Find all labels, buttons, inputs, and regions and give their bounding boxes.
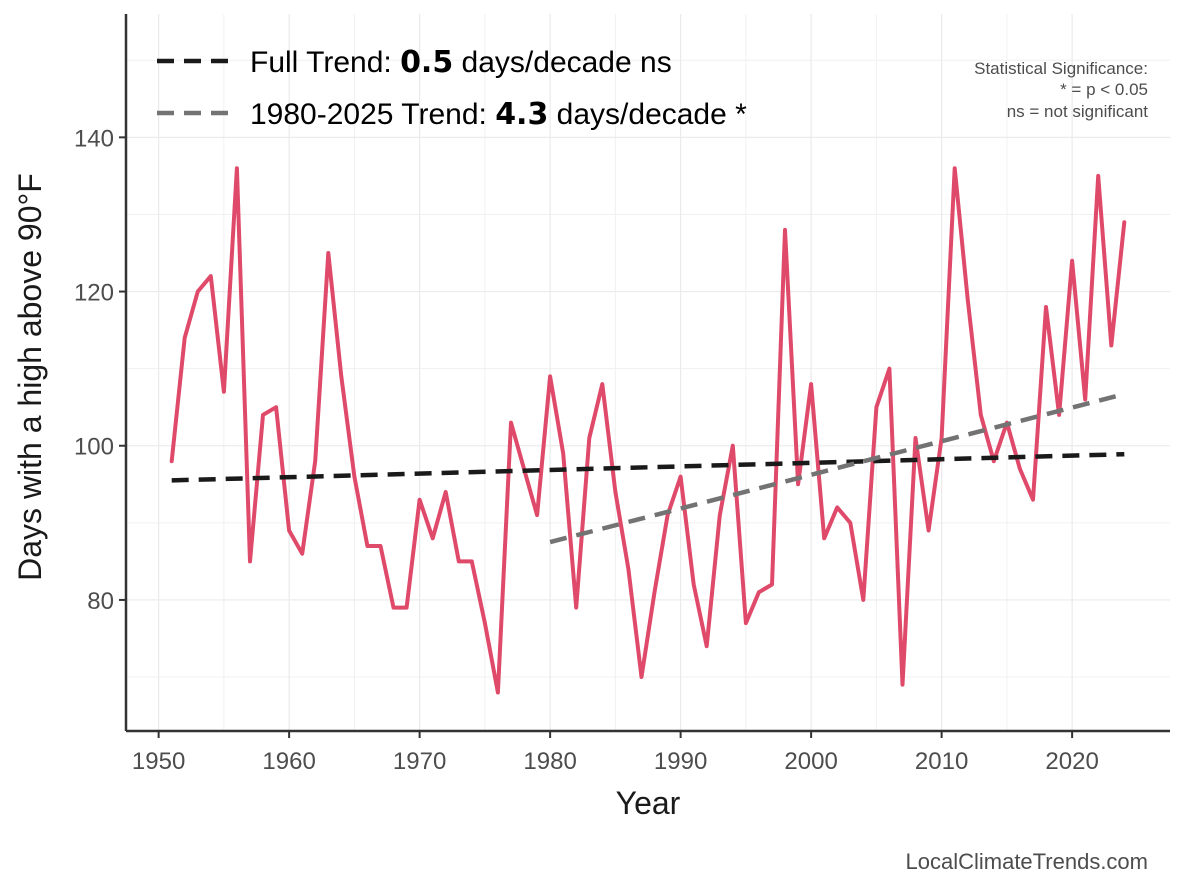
y-tick-label: 80 — [87, 588, 114, 615]
x-tick-label: 1950 — [132, 748, 185, 775]
x-ticks: 1950 1960 1970 1980 1990 2000 2010 2020 — [132, 731, 1099, 775]
x-tick-label: 2020 — [1045, 748, 1098, 775]
credit: LocalClimateTrends.com — [906, 849, 1149, 874]
series-line-full-trend — [171, 451, 1125, 483]
y-tick-label: 140 — [74, 125, 114, 152]
x-tick-label: 1990 — [654, 748, 707, 775]
significance-note: Statistical Significance: * = p < 0.05 n… — [974, 59, 1148, 121]
x-tick-label: 2010 — [915, 748, 968, 775]
x-tick-label: 1960 — [262, 748, 315, 775]
x-tick-label: 2000 — [784, 748, 837, 775]
legend-label-1980-trend: 1980-2025 Trend: 4.3 days/decade * — [250, 97, 747, 132]
legend-label-full-trend: Full Trend: 0.5 days/decade ns — [250, 45, 672, 80]
axes — [124, 14, 1170, 733]
significance-title: Statistical Significance: — [974, 59, 1148, 78]
significance-line-p: * = p < 0.05 — [1060, 80, 1148, 99]
y-tick-label: 100 — [74, 434, 114, 461]
plot-series — [169, 166, 1127, 695]
y-tick-label: 120 — [74, 280, 114, 307]
x-axis-title: Year — [616, 785, 681, 821]
grid — [126, 14, 1170, 731]
x-tick-label: 1980 — [523, 748, 576, 775]
y-ticks: 80 100 120 140 — [74, 125, 126, 615]
series-line-1980-2025-trend — [549, 391, 1125, 545]
x-tick-label: 1970 — [393, 748, 446, 775]
legend: Full Trend: 0.5 days/decade ns 1980-2025… — [157, 45, 747, 132]
series-line-days-above-90-f — [169, 166, 1127, 695]
significance-line-ns: ns = not significant — [1007, 102, 1149, 121]
y-axis-title: Days with a high above 90°F — [12, 173, 48, 581]
